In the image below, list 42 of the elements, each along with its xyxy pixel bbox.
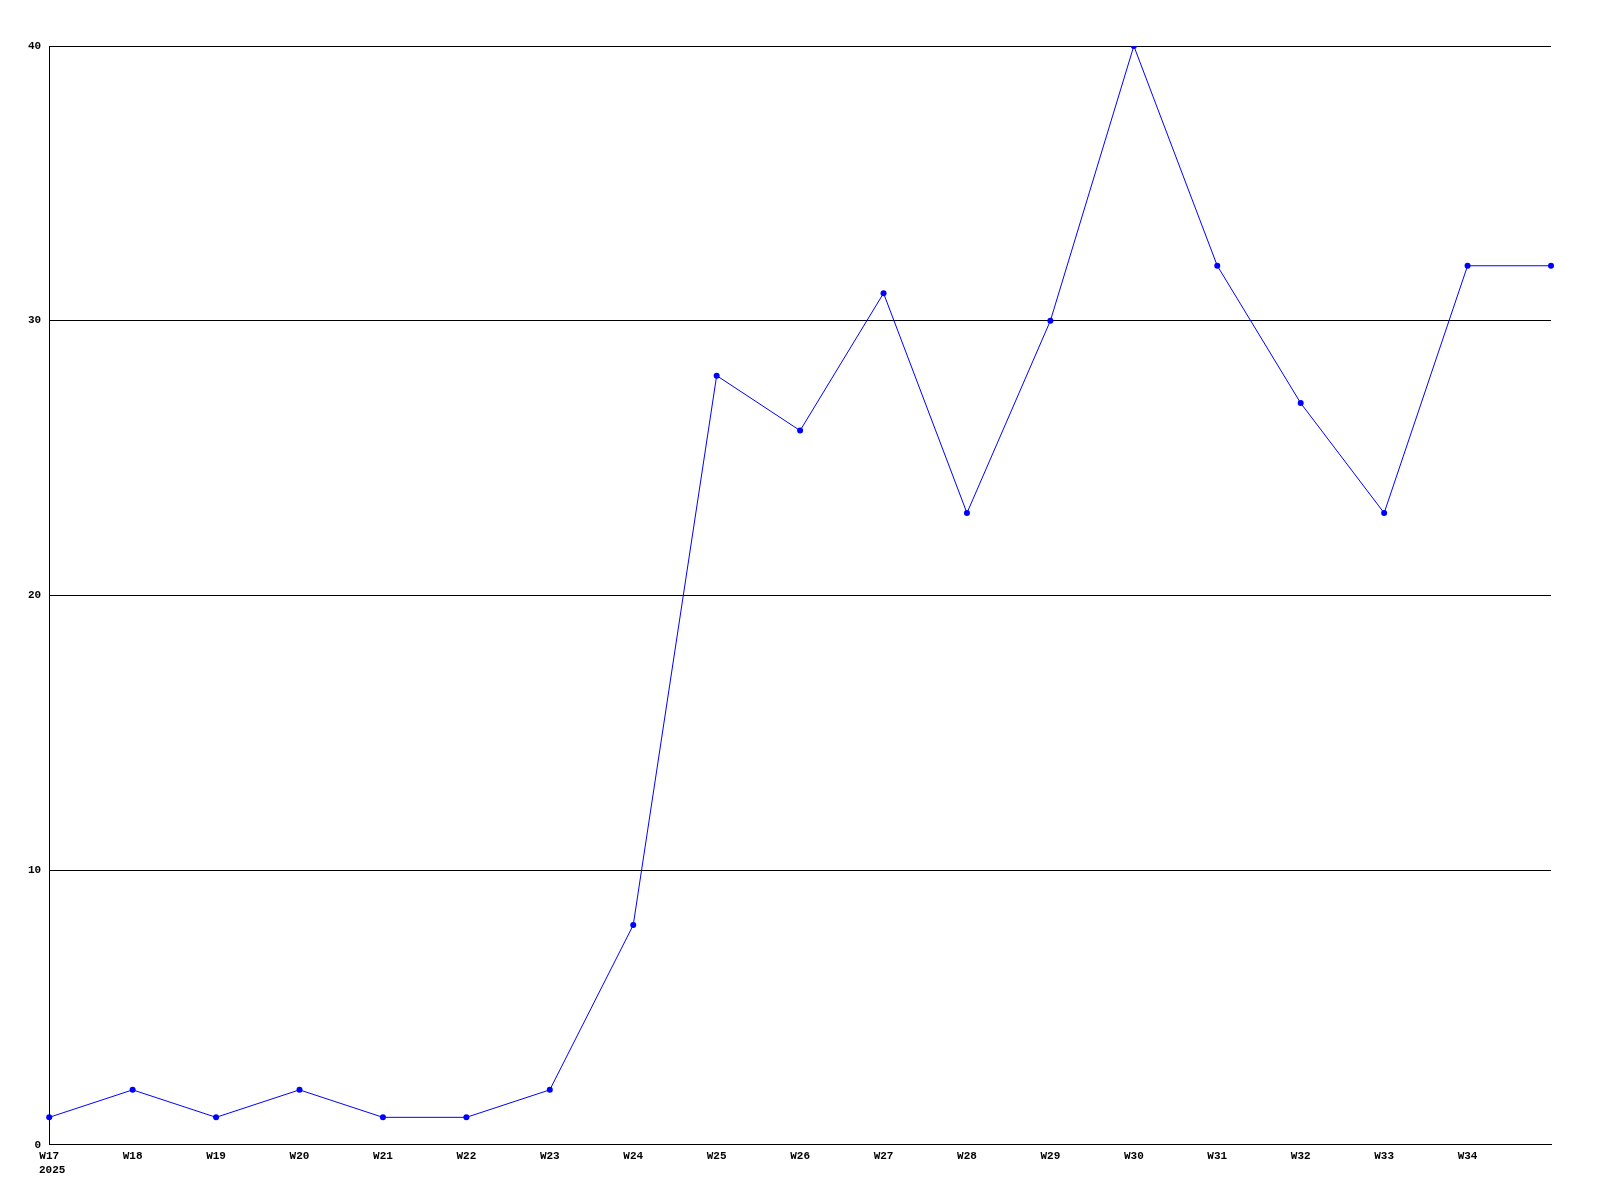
- y-tick-label: 10: [28, 863, 42, 876]
- x-tick-label: W22: [456, 1150, 477, 1163]
- point: [630, 922, 637, 929]
- point: [463, 1114, 470, 1121]
- x-tick-label: W18: [122, 1150, 143, 1163]
- x-tick-label: W21: [373, 1150, 394, 1163]
- point: [713, 372, 720, 379]
- x-tick-label: W29: [1040, 1150, 1061, 1163]
- point: [1381, 509, 1388, 516]
- x-tick-label: W17: [39, 1150, 60, 1163]
- x-tick-label: W20: [289, 1150, 310, 1163]
- x-tick-label: W31: [1207, 1150, 1228, 1163]
- point: [963, 509, 970, 516]
- x-tick-label: W34: [1457, 1150, 1478, 1163]
- point: [546, 1086, 553, 1093]
- point: [1297, 400, 1304, 407]
- y-tick-label: 20: [28, 589, 42, 602]
- y-tick-label: 0: [34, 1138, 42, 1151]
- text: 2025: [39, 1164, 66, 1177]
- point: [1464, 262, 1471, 269]
- x-tick-label: W30: [1123, 1150, 1144, 1163]
- point: [129, 1086, 136, 1093]
- x-tick-label: W26: [790, 1150, 811, 1163]
- x-tick-label: W32: [1290, 1150, 1311, 1163]
- point: [296, 1086, 303, 1093]
- point: [880, 290, 887, 297]
- x-tick-label: W24: [623, 1150, 644, 1163]
- x-tick-label: W27: [873, 1150, 894, 1163]
- y-tick-label: 30: [28, 314, 42, 327]
- point: [1548, 262, 1554, 269]
- point: [1214, 262, 1221, 269]
- point: [1047, 317, 1054, 324]
- point: [213, 1114, 220, 1121]
- x-tick-label: W33: [1374, 1150, 1395, 1163]
- point: [379, 1114, 386, 1121]
- x-tick-label: W28: [957, 1150, 978, 1163]
- point: [46, 1114, 53, 1121]
- x-tick-label: W25: [706, 1150, 727, 1163]
- y-tick-label: 40: [28, 39, 42, 52]
- point: [797, 427, 804, 434]
- x-tick-label: W23: [539, 1150, 561, 1163]
- x-tick-label: W19: [206, 1150, 226, 1163]
